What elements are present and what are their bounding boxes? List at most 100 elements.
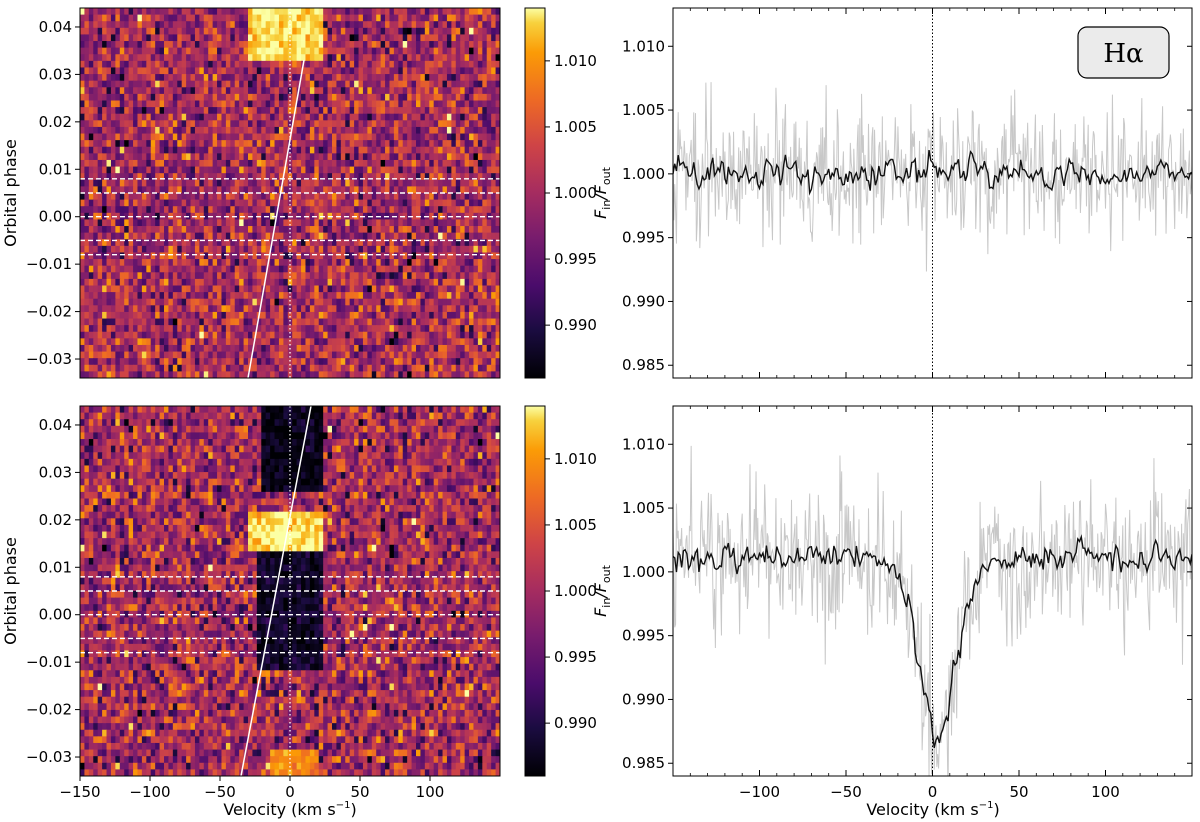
heatmap-cell <box>230 351 236 359</box>
heatmap-cell <box>416 34 422 42</box>
heatmap-cell <box>168 285 174 293</box>
heatmap-cell <box>473 318 479 326</box>
heatmap-cell <box>398 21 404 29</box>
heatmap-cell <box>438 311 444 320</box>
heatmap-cell <box>389 311 395 320</box>
heatmap-cell <box>305 252 311 260</box>
heatmap-cell <box>124 8 130 16</box>
heatmap-cell <box>292 47 298 55</box>
heatmap-cell <box>137 140 143 148</box>
heatmap-cell <box>416 8 422 16</box>
heatmap-cell <box>84 232 90 240</box>
heatmap-cell <box>88 285 94 293</box>
heatmap-cell <box>393 166 399 174</box>
heatmap-cell <box>128 113 134 121</box>
heatmap-cell <box>314 199 320 207</box>
heatmap-cell <box>278 272 284 280</box>
heatmap-cell <box>446 159 452 168</box>
heatmap-cell <box>248 331 254 339</box>
heatmap-cell <box>270 186 276 194</box>
heatmap-cell <box>159 120 165 128</box>
heatmap-cell <box>93 80 99 88</box>
heatmap-cell <box>420 120 426 128</box>
heatmap-cell <box>402 344 408 353</box>
heatmap-cell <box>407 80 413 88</box>
heatmap-cell <box>424 272 430 280</box>
heatmap-cell <box>460 212 466 221</box>
heatmap-cell <box>362 186 368 194</box>
heatmap-cell <box>393 259 399 267</box>
heatmap-cell <box>336 34 342 42</box>
heatmap-cell <box>208 87 214 95</box>
heatmap-cell <box>146 34 152 42</box>
heatmap-cell <box>429 245 435 254</box>
heatmap-cell <box>477 14 483 22</box>
heatmap-cell <box>482 8 488 16</box>
heatmap-cell <box>482 34 488 42</box>
heatmap-cell <box>486 298 492 306</box>
heatmap-cell <box>234 179 240 187</box>
heatmap-cell <box>314 265 320 273</box>
heatmap-cell <box>234 325 240 333</box>
heatmap-cell <box>186 219 192 227</box>
heatmap-cell <box>336 133 342 141</box>
heatmap-cell <box>243 351 249 359</box>
heatmap-cell <box>234 14 240 22</box>
heatmap-cell <box>318 298 324 306</box>
heatmap-cell <box>345 199 351 207</box>
heatmap-cell <box>234 278 240 287</box>
heatmap-cell <box>283 292 289 300</box>
heatmap-cell <box>110 107 116 115</box>
heatmap-cell <box>354 80 360 88</box>
heatmap-cell <box>221 285 227 293</box>
heatmap-cell <box>416 219 422 227</box>
heatmap-cell <box>336 60 342 69</box>
heatmap-cell <box>433 113 439 121</box>
heatmap-cell <box>323 338 329 346</box>
heatmap-cell <box>296 133 302 141</box>
heatmap-cell <box>371 272 377 280</box>
heatmap-cell <box>376 107 382 115</box>
heatmap-cell <box>486 232 492 240</box>
heatmap-cell <box>155 126 161 135</box>
heatmap-cell <box>97 331 103 339</box>
heatmap-cell <box>301 100 307 108</box>
heatmap-cell <box>88 54 94 62</box>
heatmap-cell <box>212 232 218 240</box>
heatmap-cell <box>84 305 90 313</box>
heatmap-cell <box>380 27 386 36</box>
heatmap-cell <box>301 226 307 234</box>
heatmap-cell <box>349 133 355 141</box>
heatmap-cell <box>168 140 174 148</box>
heatmap-cell <box>186 153 192 161</box>
heatmap-cell <box>230 113 236 121</box>
heatmap-cell <box>385 133 391 141</box>
heatmap-cell <box>106 351 112 359</box>
heatmap-cell <box>177 41 183 49</box>
heatmap-cell <box>208 193 214 201</box>
heatmap-cell <box>495 325 500 333</box>
heatmap-cell <box>181 186 187 194</box>
heatmap-cell <box>93 212 99 221</box>
heatmap-cell <box>314 87 320 95</box>
heatmap-cell <box>133 252 139 260</box>
heatmap-cell <box>190 173 196 181</box>
heatmap-cell <box>327 41 333 49</box>
heatmap-cell <box>455 100 461 108</box>
heatmap-cell <box>199 159 205 168</box>
heatmap-cell <box>97 140 103 148</box>
heatmap-cell <box>217 265 223 273</box>
heatmap-cell <box>141 219 147 227</box>
heatmap-cell <box>424 126 430 135</box>
heatmap-cell <box>128 166 134 174</box>
heatmap-cell <box>323 278 329 287</box>
heatmap-cell <box>345 8 351 16</box>
heatmap-cell <box>84 107 90 115</box>
heatmap-cell <box>411 252 417 260</box>
heatmap-cell <box>455 265 461 273</box>
heatmap-cell <box>265 146 271 154</box>
heatmap-cell <box>411 239 417 247</box>
heatmap-cell <box>239 140 245 148</box>
heatmap-cell <box>305 318 311 326</box>
heatmap-cell <box>261 41 267 49</box>
